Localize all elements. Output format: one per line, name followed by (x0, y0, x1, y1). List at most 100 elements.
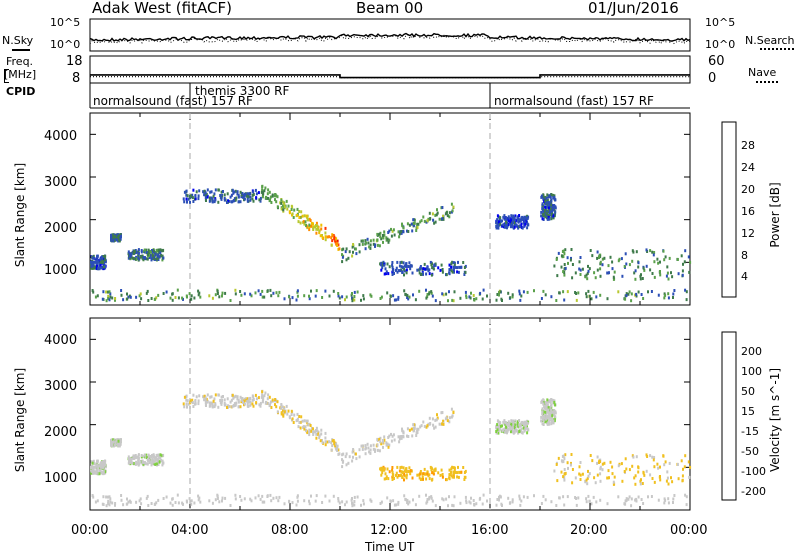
power-echo-cell (399, 261, 402, 265)
velocity-echo-cell (413, 428, 416, 432)
velocity-echo-cell (543, 404, 546, 408)
power-echo-cell (292, 216, 295, 219)
power-echo-cell (353, 298, 356, 302)
velocity-echo-cell (640, 478, 642, 482)
power-echo-cell (101, 266, 104, 270)
velocity-echo-cell (221, 496, 224, 500)
velocity-echo-cell (147, 453, 150, 457)
power-echo-cell (437, 266, 440, 270)
velocity-echo-cell (261, 390, 264, 394)
velocity-echo-cell (254, 393, 257, 397)
velocity-echo-cell (436, 413, 438, 417)
power-echo-cell (362, 294, 365, 298)
power-echo-cell (399, 269, 402, 273)
power-echo-cell (237, 195, 240, 199)
power-echo-cell (386, 237, 389, 241)
vel-cbar-tick-m200: -200 (741, 485, 766, 498)
velocity-echo-cell (257, 494, 260, 498)
velocity-echo-cell (521, 431, 524, 435)
power-echo-cell (445, 211, 448, 215)
velocity-echo-cell (263, 500, 266, 504)
power-echo-cell (570, 256, 572, 260)
velocity-echo-cell (298, 421, 301, 424)
power-echo-cell (252, 193, 255, 196)
power-echo-cell (677, 272, 680, 276)
velocity-echo-cell (119, 442, 122, 446)
velocity-echo-cell (412, 426, 415, 430)
power-echo-cell (429, 260, 432, 264)
power-echo-cell (645, 248, 648, 252)
velocity-echo-cell (611, 465, 614, 469)
power-echo-cell (102, 267, 105, 271)
power-echo-cell (161, 258, 164, 262)
velocity-echo-cell (548, 422, 551, 426)
velocity-echo-cell (552, 413, 555, 417)
power-echo-cell (147, 248, 150, 252)
velocity-echo-cell (418, 476, 421, 480)
velocity-echo-cell (132, 462, 135, 465)
power-echo-cell (453, 263, 456, 267)
power-echo-cell (268, 199, 271, 203)
velocity-echo-cell (233, 395, 236, 399)
power-echo-cell (624, 297, 627, 301)
velocity-echo-cell (380, 473, 383, 477)
velocity-echo-cell (251, 402, 254, 406)
velocity-echo-cell (130, 457, 133, 461)
power-echo-cell (129, 255, 132, 258)
power-echo-cell (353, 295, 356, 298)
velocity-echo-cell (393, 477, 395, 480)
velocity-echo-cell (90, 465, 93, 469)
power-echo-cell (250, 294, 253, 298)
power-echo-cell (249, 292, 252, 296)
power-echo-cell (162, 292, 165, 295)
power-echo-cell (102, 260, 104, 264)
power-echo-cell (620, 257, 623, 261)
velocity-echo-cell (350, 498, 353, 502)
power-echo-cell (406, 296, 409, 299)
power-echo-cell (324, 231, 327, 235)
power-echo-cell (385, 236, 388, 240)
velocity-echo-cell (315, 432, 318, 436)
velocity-echo-cell (664, 460, 667, 464)
power-echo-cell (663, 258, 666, 262)
power-echo-cell (376, 232, 379, 236)
velocity-echo-cell (197, 494, 200, 498)
vel-ytick-3000: 3000 (44, 379, 78, 394)
velocity-echo-cell (391, 434, 394, 438)
power-echo-cell (153, 257, 156, 260)
power-echo-cell (104, 258, 107, 262)
power-echo-cell (486, 294, 488, 298)
power-echo-cell (120, 289, 123, 292)
power-echo-cell (259, 292, 262, 296)
velocity-echo-cell (423, 424, 426, 428)
velocity-echo-cell (251, 398, 254, 402)
velocity-echo-cell (628, 495, 631, 499)
velocity-echo-cell (351, 502, 354, 506)
power-echo-cell (221, 291, 224, 295)
power-echo-cell (336, 239, 339, 243)
velocity-echo-cell (598, 459, 601, 463)
velocity-echo-cell (205, 397, 208, 401)
velocity-echo-cell (579, 461, 582, 464)
power-echo-cell (98, 267, 101, 271)
velocity-echo-cell (162, 497, 165, 500)
velocity-echo-cell (402, 466, 405, 470)
velocity-echo-cell (637, 470, 640, 474)
velocity-echo-cell (382, 439, 384, 442)
power-echo-cell (560, 254, 563, 258)
velocity-echo-cell (408, 500, 411, 504)
velocity-echo-cell (229, 504, 232, 507)
power-echo-cell (283, 205, 286, 209)
power-echo-cell (331, 234, 334, 238)
power-echo-cell (204, 195, 207, 199)
power-echo-cell (521, 226, 524, 230)
power-echo-cell (194, 197, 197, 201)
power-echo-cell (90, 260, 93, 264)
power-echo-cell (418, 271, 421, 275)
time-label-1: 04:00 (171, 523, 209, 538)
velocity-echo-cell (208, 404, 211, 408)
velocity-echo-cell (639, 482, 642, 486)
power-echo-cell (197, 293, 200, 297)
velocity-echo-cell (114, 442, 117, 446)
